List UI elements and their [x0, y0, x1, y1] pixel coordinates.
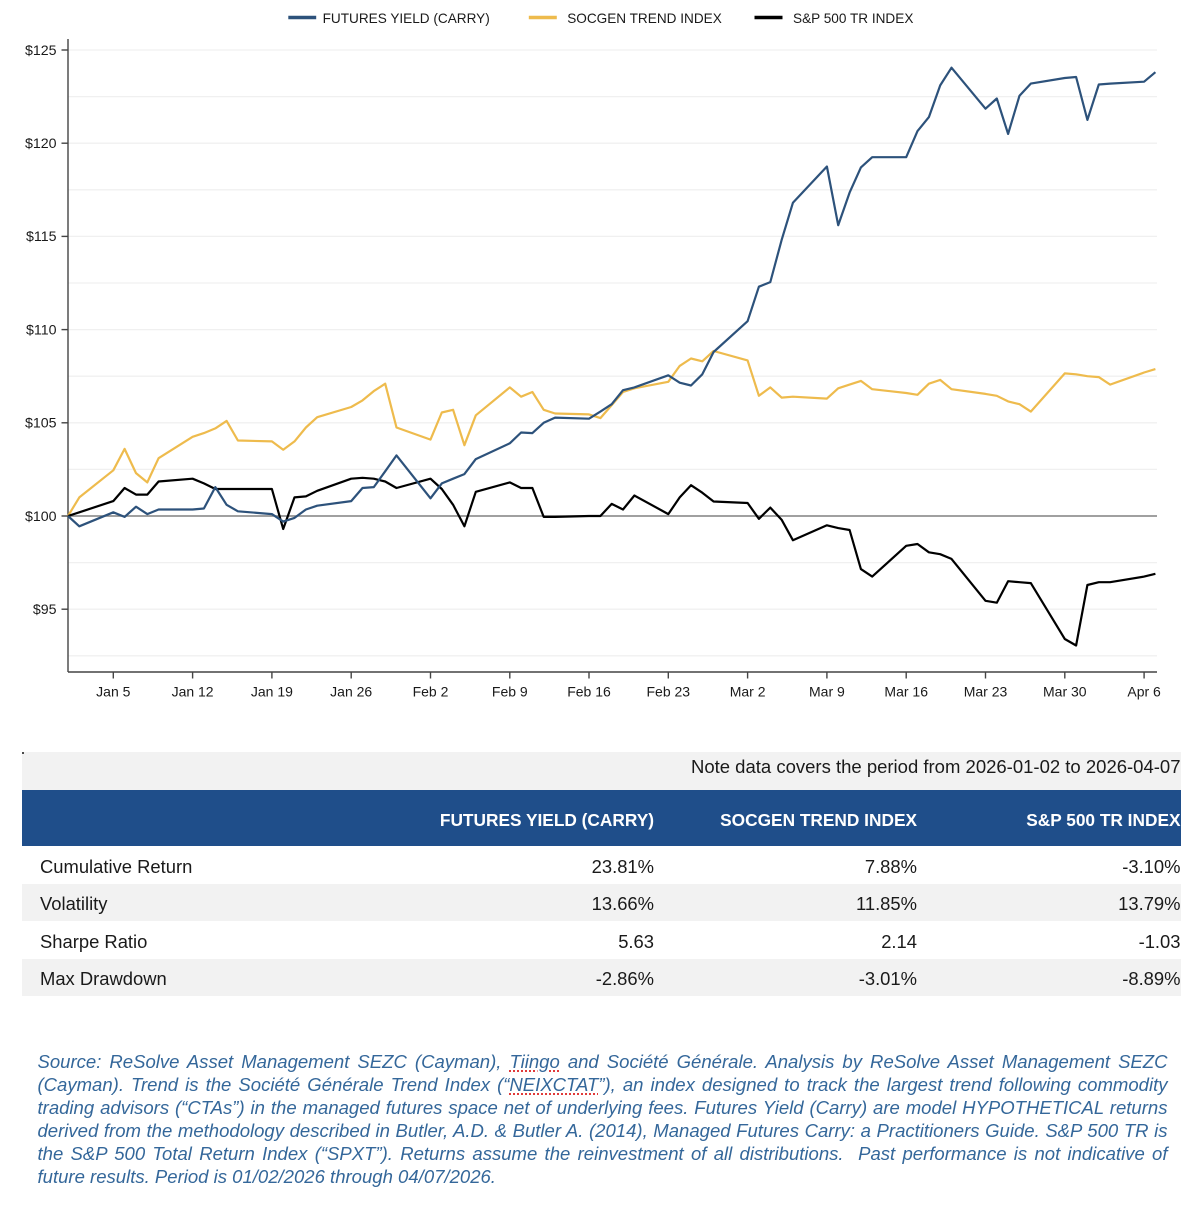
- svg-text:S&P 500 TR INDEX: S&P 500 TR INDEX: [793, 11, 913, 26]
- svg-text:$110: $110: [26, 322, 57, 338]
- svg-text:Feb 16: Feb 16: [567, 684, 611, 700]
- svg-text:Mar 23: Mar 23: [964, 684, 1008, 700]
- svg-text:SOCGEN TREND INDEX: SOCGEN TREND INDEX: [567, 11, 722, 26]
- svg-text:$115: $115: [26, 229, 57, 245]
- svg-text:Jan 5: Jan 5: [96, 684, 130, 700]
- svg-text:$105: $105: [25, 416, 57, 432]
- svg-text:Jan 26: Jan 26: [330, 684, 372, 700]
- svg-text:Feb 2: Feb 2: [413, 684, 449, 700]
- svg-text:Jan 12: Jan 12: [172, 684, 214, 700]
- svg-text:$95: $95: [33, 602, 57, 618]
- svg-text:FUTURES YIELD (CARRY): FUTURES YIELD (CARRY): [323, 11, 490, 26]
- svg-text:Feb 23: Feb 23: [647, 684, 691, 700]
- svg-text:Mar 2: Mar 2: [730, 684, 766, 700]
- svg-text:$120: $120: [25, 136, 57, 152]
- svg-text:$100: $100: [25, 509, 57, 525]
- svg-text:$125: $125: [25, 43, 57, 59]
- svg-text:Jan 19: Jan 19: [251, 684, 293, 700]
- svg-text:Mar 9: Mar 9: [809, 684, 845, 700]
- svg-text:Mar 30: Mar 30: [1043, 684, 1087, 700]
- svg-text:Apr 6: Apr 6: [1127, 684, 1161, 700]
- svg-text:Mar 16: Mar 16: [884, 684, 928, 700]
- svg-text:Feb 9: Feb 9: [492, 684, 528, 700]
